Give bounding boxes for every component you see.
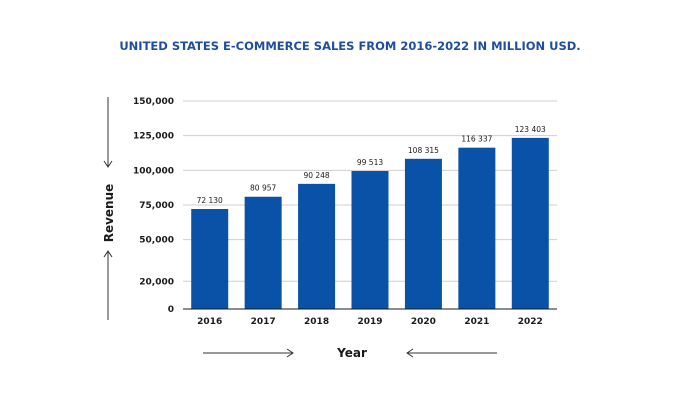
y-arrow-up-icon <box>103 250 113 320</box>
x-tick-label-2016: 2016 <box>197 317 222 327</box>
x-tick-label-2020: 2020 <box>411 317 436 327</box>
x-tick-label-2021: 2021 <box>464 317 489 327</box>
x-tick-label-2022: 2022 <box>518 317 543 327</box>
y-tick-label: 0 <box>168 305 174 315</box>
data-label-2019: 99 513 <box>357 158 383 167</box>
bar-2019 <box>351 171 389 309</box>
x-arrow-right-icon <box>203 348 294 358</box>
bar-2018 <box>298 183 336 309</box>
x-tick-label-2019: 2019 <box>357 317 382 327</box>
bar-2020 <box>404 158 442 309</box>
data-label-2020: 108 315 <box>408 146 439 155</box>
y-tick-label: 100,000 <box>133 166 174 176</box>
data-label-2018: 90 248 <box>303 171 329 180</box>
y-axis-label: Revenue <box>102 184 116 243</box>
data-label-2017: 80 957 <box>250 184 276 193</box>
data-label-2021: 116 337 <box>461 135 492 144</box>
y-tick-label: 50,000 <box>139 236 174 246</box>
bars <box>191 137 549 309</box>
y-tick-labels: 0 20,000 50,000 75,000 100,000 125,000 150,000 <box>133 97 174 315</box>
bar-2017 <box>244 196 282 309</box>
bar-2022 <box>511 137 549 309</box>
y-tick-label: 75,000 <box>139 201 174 211</box>
y-tick-label: 20,000 <box>139 277 174 287</box>
x-tick-label-2017: 2017 <box>251 317 276 327</box>
y-tick-label: 150,000 <box>133 97 174 107</box>
bar-2021 <box>458 147 496 309</box>
x-axis-label: Year <box>336 346 367 360</box>
y-arrow-down-icon <box>103 97 113 168</box>
x-tick-labels: 2016 2017 2018 2019 2020 2021 2022 <box>197 317 543 327</box>
data-label-2022: 123 403 <box>515 125 546 134</box>
x-tick-label-2018: 2018 <box>304 317 329 327</box>
y-tick-label: 125,000 <box>133 132 174 142</box>
data-labels: 72 130 80 957 90 248 99 513 108 315 116 337 12… <box>197 125 546 205</box>
bar-2016 <box>191 208 229 309</box>
chart-title: UNITED STATES E-COMMERCE SALES FROM 2016… <box>119 39 580 53</box>
data-label-2016: 72 130 <box>197 196 223 205</box>
x-arrow-left-icon <box>406 348 497 358</box>
